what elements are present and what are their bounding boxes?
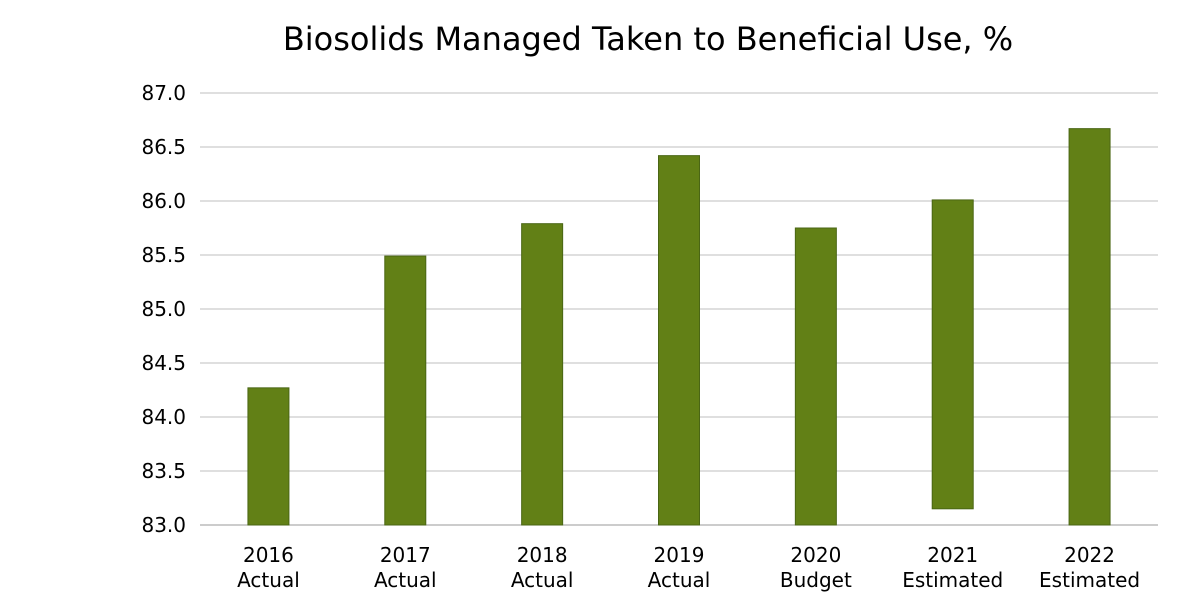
y-tick-label: 83.0 xyxy=(141,513,186,537)
x-tick-year: 2017 xyxy=(380,543,431,567)
x-tick-label: Budget xyxy=(780,568,852,592)
y-tick-label: 87.0 xyxy=(141,81,186,105)
x-tick-label: Actual xyxy=(237,568,300,592)
bar-2019 xyxy=(658,155,700,526)
y-tick-label: 85.0 xyxy=(141,297,186,321)
x-axis-ticks: 2016Actual2017Actual2018Actual2019Actual… xyxy=(237,543,1140,592)
x-tick-year: 2020 xyxy=(790,543,841,567)
bar-2020 xyxy=(794,227,837,526)
x-tick-label: Actual xyxy=(511,568,574,592)
bar-2017 xyxy=(384,255,427,526)
x-tick-label: Estimated xyxy=(902,568,1003,592)
x-tick-year: 2018 xyxy=(517,543,568,567)
bar-2022 xyxy=(1068,128,1111,526)
chart-title: Biosolids Managed Taken to Beneficial Us… xyxy=(283,20,1013,58)
x-tick-label: Actual xyxy=(648,568,711,592)
bar-2016 xyxy=(247,387,290,526)
bar-2018 xyxy=(521,223,564,526)
x-tick-year: 2022 xyxy=(1064,543,1115,567)
y-tick-label: 84.0 xyxy=(141,405,186,429)
bar-2021 xyxy=(931,199,974,510)
x-tick-label: Estimated xyxy=(1039,568,1140,592)
y-tick-label: 84.5 xyxy=(141,351,186,375)
y-tick-label: 85.5 xyxy=(141,243,186,267)
y-tick-label: 86.0 xyxy=(141,189,186,213)
y-tick-label: 86.5 xyxy=(141,135,186,159)
x-tick-year: 2021 xyxy=(927,543,978,567)
y-tick-label: 83.5 xyxy=(141,459,186,483)
x-tick-label: Actual xyxy=(374,568,437,592)
bars xyxy=(247,128,1111,526)
x-tick-year: 2016 xyxy=(243,543,294,567)
y-axis-ticks: 83.0 83.5 84.0 84.5 85.0 85.5 86.0 86.5 87.0 xyxy=(141,81,186,537)
x-tick-year: 2019 xyxy=(654,543,705,567)
